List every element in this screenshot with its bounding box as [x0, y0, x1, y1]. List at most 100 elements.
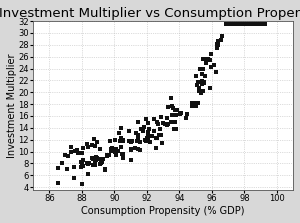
Point [80, 151, 85, 155]
Point [129, 139, 134, 143]
Point [200, 82, 204, 86]
Point [86, 145, 91, 149]
Point [118, 136, 123, 140]
Point [140, 129, 145, 133]
Point [91, 137, 96, 141]
Point [128, 148, 133, 151]
Point [94, 155, 99, 158]
Point [154, 136, 159, 140]
Point [113, 139, 118, 142]
Point [205, 57, 210, 61]
Point [144, 136, 149, 140]
Point [155, 122, 160, 126]
Point [63, 153, 68, 157]
Point [240, 22, 245, 26]
Point [174, 113, 179, 117]
Point [92, 144, 97, 148]
Point [85, 172, 90, 176]
Point [126, 139, 131, 142]
Point [133, 146, 138, 150]
Point [230, 22, 234, 26]
Point [172, 127, 177, 131]
Point [227, 22, 232, 26]
Point [118, 146, 123, 149]
Point [198, 91, 203, 94]
Point [184, 113, 189, 116]
Point [201, 89, 206, 93]
Point [126, 129, 131, 133]
Point [152, 130, 157, 133]
Point [136, 148, 141, 151]
Point [214, 46, 219, 50]
Point [105, 153, 110, 156]
Point [201, 81, 206, 85]
Point [196, 89, 201, 93]
Point [117, 132, 122, 135]
Point [113, 151, 118, 155]
Point [90, 157, 94, 160]
Point [165, 105, 170, 109]
Point [242, 22, 247, 26]
Point [153, 136, 158, 140]
Point [128, 158, 133, 162]
Point [175, 108, 180, 112]
Point [114, 147, 119, 151]
Point [136, 120, 140, 123]
Point [72, 165, 77, 169]
Point [121, 139, 125, 142]
Point [68, 150, 73, 153]
Point [64, 167, 69, 171]
Point [116, 149, 120, 153]
Point [196, 101, 201, 105]
Point [146, 127, 151, 131]
Point [159, 116, 164, 119]
Point [80, 162, 85, 166]
Point [78, 165, 83, 169]
Title: Investment Multiplier vs Consumption Propensity: Investment Multiplier vs Consumption Pro… [0, 7, 300, 20]
Point [165, 116, 170, 119]
Point [129, 140, 134, 144]
Point [232, 22, 237, 26]
Point [250, 22, 255, 26]
Point [81, 146, 85, 149]
Point [138, 140, 143, 144]
Point [257, 22, 262, 26]
Point [143, 117, 148, 120]
Point [92, 160, 97, 163]
Point [245, 22, 250, 26]
Point [200, 79, 204, 82]
Point [76, 151, 80, 154]
Point [169, 120, 174, 123]
Point [157, 133, 162, 137]
Point [73, 149, 77, 153]
Point [56, 181, 60, 185]
Point [158, 127, 163, 130]
Point [133, 131, 138, 135]
Point [60, 161, 65, 165]
Point [149, 134, 154, 137]
Point [144, 139, 149, 142]
Point [160, 122, 165, 125]
Point [108, 147, 113, 151]
Point [101, 158, 106, 161]
Point [239, 22, 244, 26]
Point [205, 58, 209, 61]
Point [72, 176, 77, 180]
Point [169, 104, 174, 108]
Point [198, 67, 203, 71]
Point [201, 68, 206, 71]
Point [140, 129, 145, 133]
Point [194, 104, 199, 108]
Point [120, 138, 124, 142]
Point [103, 168, 108, 171]
Point [145, 134, 150, 137]
Point [113, 151, 118, 154]
Point [120, 156, 125, 160]
Point [81, 158, 86, 162]
Point [237, 22, 242, 26]
Point [160, 141, 165, 145]
Point [168, 97, 173, 100]
Point [195, 80, 200, 84]
Point [120, 152, 125, 156]
Point [209, 52, 214, 56]
